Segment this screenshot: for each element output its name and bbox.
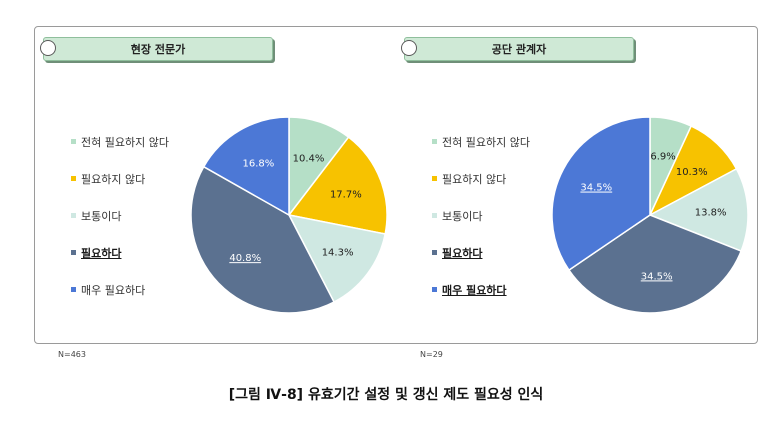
legend-swatch (71, 213, 76, 218)
legend-label: 매우 필요하다 (442, 283, 507, 297)
chart-title-box: 공단 관계자 (401, 37, 634, 61)
pie-slice (202, 116, 290, 217)
legend-item: 매우 필요하다 (432, 271, 530, 308)
legend-swatch (71, 176, 76, 181)
chart-panel-field-experts: 현장 전문가 전혀 필요하지 않다 필요하지 않다 보통이다 필요하다 매우 필요하다 … (35, 27, 395, 343)
pie-slice (567, 214, 743, 314)
chart-title: 공단 관계자 (491, 43, 547, 56)
legend-item: 보통이다 (71, 197, 169, 234)
slice-value-label: 34.5% (641, 271, 673, 282)
legend-label: 필요하다 (81, 246, 122, 260)
pie-chart: 6.9%10.3% 13.8% 34.5% 34.5% (551, 116, 749, 314)
pie-slice (287, 213, 387, 304)
legend-swatch (71, 287, 76, 292)
legend-swatch (432, 250, 437, 255)
slice-value-label: 10.3% (676, 167, 708, 178)
slice-value-label: 40.8% (229, 253, 261, 264)
legend-label: 매우 필요하다 (81, 283, 146, 297)
pie-slice (287, 136, 388, 235)
slice-value-label: 10.4% (293, 153, 325, 164)
legend-swatch (432, 176, 437, 181)
sample-size-label: N=463 (58, 350, 86, 359)
slice-value-label: 6.9% (650, 152, 675, 163)
legend-swatch (71, 139, 76, 144)
slice-value-label: 17.7% (330, 190, 362, 201)
chart-panel-agency-staff: 공단 관계자 전혀 필요하지 않다 필요하지 않다 보통이다 필요하다 매우 필요하다 … (396, 27, 756, 343)
legend-label: 보통이다 (442, 209, 483, 223)
legend-item: 보통이다 (432, 197, 530, 234)
pie-chart: 10.4% 17.7% 14.3% 40.8% 16.8% (190, 116, 388, 314)
legend-item: 필요하지 않다 (432, 160, 530, 197)
legend-item: 필요하다 (71, 234, 169, 271)
circle-bullet-icon (401, 40, 417, 56)
chart-frame: 현장 전문가 전혀 필요하지 않다 필요하지 않다 보통이다 필요하다 매우 필요하다 … (34, 26, 758, 344)
legend-label: 보통이다 (81, 209, 122, 223)
chart-title: 현장 전문가 (130, 43, 186, 56)
legend-item: 매우 필요하다 (71, 271, 169, 308)
legend-label: 필요하지 않다 (81, 172, 146, 186)
legend-swatch (432, 213, 437, 218)
legend-label: 전혀 필요하지 않다 (81, 135, 169, 149)
legend-label: 필요하다 (442, 246, 483, 260)
legend-swatch (432, 139, 437, 144)
pie-slice (551, 116, 651, 272)
figure-caption: [그림 Ⅳ-8] 유효기간 설정 및 갱신 제도 필요성 인식 (228, 387, 544, 403)
slice-value-label: 13.8% (695, 208, 727, 219)
legend-item: 전혀 필요하지 않다 (71, 123, 169, 160)
legend-swatch (432, 287, 437, 292)
chart-title-box: 현장 전문가 (40, 37, 273, 61)
legend-label: 필요하지 않다 (442, 172, 507, 186)
pie-slice (648, 167, 749, 253)
pie-slice (190, 165, 336, 314)
legend-item: 전혀 필요하지 않다 (432, 123, 530, 160)
legend-item: 필요하지 않다 (71, 160, 169, 197)
slice-value-label: 14.3% (322, 247, 354, 258)
legend-item: 필요하다 (432, 234, 530, 271)
legend-swatch (71, 250, 76, 255)
slice-value-label: 34.5% (580, 183, 612, 194)
circle-bullet-icon (40, 40, 56, 56)
sample-size-label: N=29 (420, 350, 443, 359)
legend-label: 전혀 필요하지 않다 (442, 135, 530, 149)
slice-value-label: 16.8% (243, 159, 275, 170)
